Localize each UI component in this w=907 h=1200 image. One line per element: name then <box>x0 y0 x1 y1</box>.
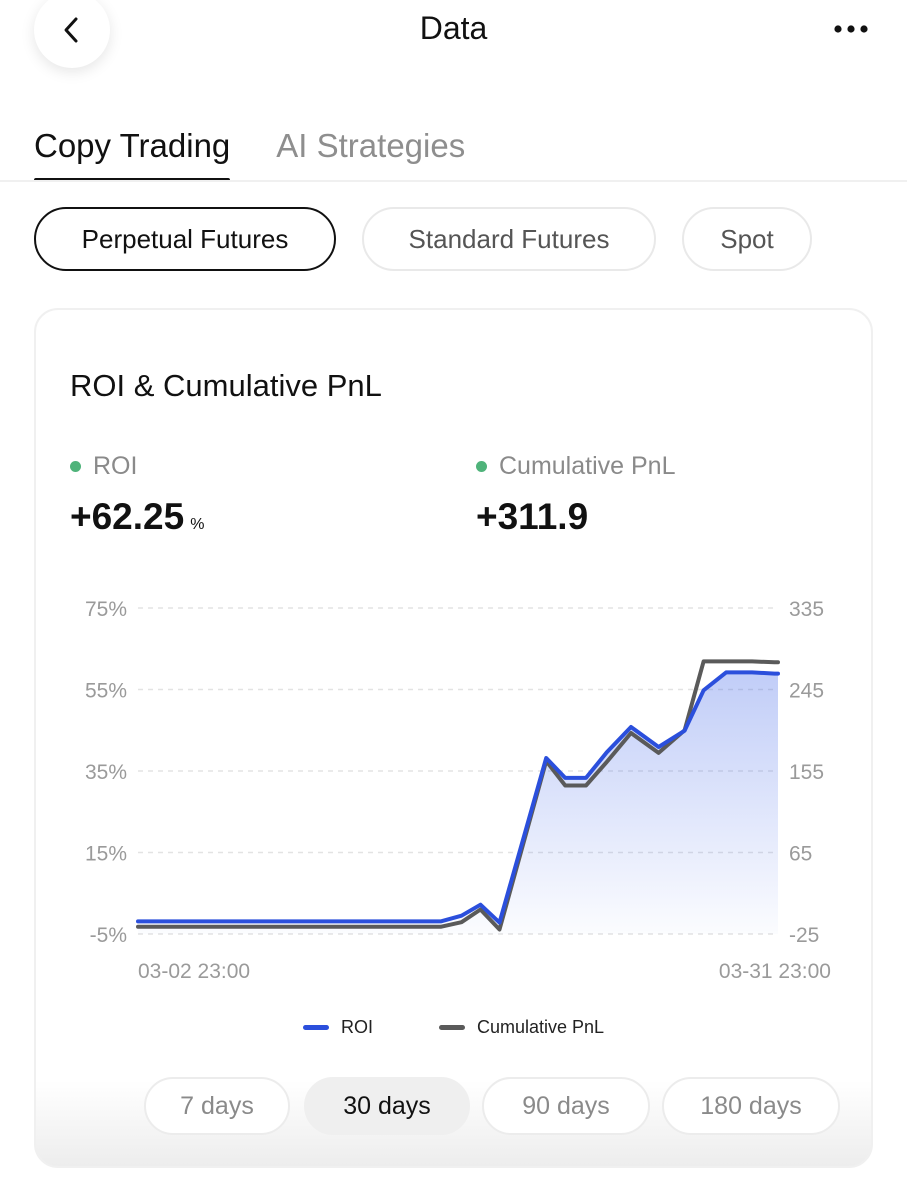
range-30-days[interactable]: 30 days <box>304 1077 470 1135</box>
range-7-days[interactable]: 7 days <box>144 1077 290 1135</box>
legend-item-roi[interactable]: ROI <box>302 1017 373 1038</box>
pnl-label-text: Cumulative PnL <box>499 452 676 480</box>
card-title: ROI & Cumulative PnL <box>70 368 382 403</box>
roi-label: ROI <box>70 452 137 481</box>
legend-label-pnl: Cumulative PnL <box>476 1017 605 1037</box>
y-right-tick-label: -25 <box>789 924 819 947</box>
more-horizontal-icon <box>834 25 868 33</box>
y-right-tick-label: 155 <box>789 761 824 784</box>
range-180-days[interactable]: 180 days <box>662 1077 840 1135</box>
y-left-tick-label: 15% <box>85 843 127 866</box>
filter-spot[interactable]: Spot <box>682 207 812 271</box>
filter-standard-futures[interactable]: Standard Futures <box>362 207 656 271</box>
roi-indicator-dot <box>70 461 81 472</box>
pnl-indicator-dot <box>476 461 487 472</box>
roi-pnl-card: ROI & Cumulative PnL ROI +62.25% Cumulat… <box>34 308 873 1168</box>
chart-legend: ROI Cumulative PnL <box>36 1017 871 1038</box>
y-right-tick-label: 335 <box>789 598 824 621</box>
tab-bar: Copy Trading AI Strategies <box>34 122 465 182</box>
roi-unit: % <box>190 516 205 533</box>
y-right-tick-label: 65 <box>789 843 812 866</box>
filter-perpetual-futures[interactable]: Perpetual Futures <box>34 207 336 271</box>
y-right-tick-label: 245 <box>789 680 824 703</box>
legend-item-pnl[interactable]: Cumulative PnL <box>438 1017 605 1038</box>
page-title: Data <box>419 10 488 46</box>
y-left-tick-label: 55% <box>85 680 127 703</box>
roi-value: +62.25% <box>70 496 204 538</box>
y-left-tick-label: -5% <box>90 924 127 947</box>
roi-value-text: +62.25 <box>70 496 185 537</box>
tab-copy-trading[interactable]: Copy Trading <box>34 122 231 182</box>
chevron-left-icon <box>64 17 78 43</box>
roi-pnl-chart: 75% 335 55% 245 35% 155 15% 65 -5% -25 03-02 23:00… <box>85 598 831 983</box>
y-left-tick-label: 35% <box>85 761 127 784</box>
legend-swatch-pnl <box>438 1025 465 1030</box>
legend-label-roi: ROI <box>340 1017 373 1037</box>
roi-area-fill <box>138 672 778 934</box>
tab-ai-strategies[interactable]: AI Strategies <box>276 127 466 164</box>
more-button[interactable] <box>831 14 871 44</box>
series-line-cumulative-pnl <box>136 659 780 932</box>
roi-label-text: ROI <box>93 452 138 480</box>
range-90-days[interactable]: 90 days <box>482 1077 650 1135</box>
series-line-roi <box>136 670 780 925</box>
y-left-tick-label: 75% <box>85 598 127 621</box>
pnl-value: +311.9 <box>476 496 589 537</box>
back-button[interactable] <box>34 0 110 68</box>
tabs-divider <box>0 180 907 182</box>
pnl-label: Cumulative PnL <box>476 452 675 481</box>
x-tick-label-start: 03-02 23:00 <box>138 960 250 983</box>
legend-swatch-roi <box>302 1025 329 1030</box>
x-tick-label-end: 03-31 23:00 <box>719 960 831 983</box>
